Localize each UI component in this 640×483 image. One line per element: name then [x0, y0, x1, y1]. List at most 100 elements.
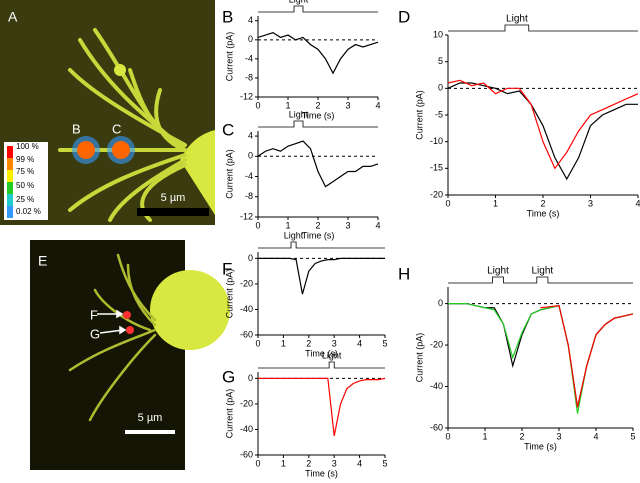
y-tick-label: -4	[245, 171, 253, 181]
panel-label: B	[222, 7, 233, 26]
y-tick-label: 0	[248, 151, 253, 161]
marker-label: C	[112, 121, 121, 136]
x-tick-label: 1	[482, 431, 487, 441]
x-tick-label: 0	[255, 100, 260, 110]
x-tick-label: 5	[630, 431, 635, 441]
x-tick-label: 1	[285, 100, 290, 110]
legend-label: 50 %	[16, 181, 34, 190]
y-tick-label: -40	[430, 381, 443, 391]
marker-label: F	[90, 307, 98, 322]
stimulus-line	[258, 241, 385, 249]
legend-label: 25 %	[16, 195, 34, 204]
panel-label: H	[398, 264, 410, 283]
y-tick-label: -20	[430, 339, 443, 349]
trace	[257, 32, 379, 75]
y-tick-label: 0	[248, 253, 253, 263]
y-tick-label: -8	[245, 72, 253, 82]
panel-label: D	[398, 7, 410, 26]
scale-bar-label: 5 µm	[138, 412, 163, 424]
light-label: Light	[289, 109, 309, 119]
trace	[448, 302, 634, 408]
y-axis-label: Current (pA)	[224, 32, 234, 82]
x-tick-label: 4	[357, 338, 362, 348]
x-tick-label: 3	[588, 198, 593, 208]
light-label: Light	[506, 14, 528, 25]
x-tick-label: 1	[493, 198, 498, 208]
stimulus-line	[448, 24, 638, 32]
x-tick-label: 3	[556, 431, 561, 441]
y-tick-label: -20	[430, 189, 443, 199]
x-tick-label: 2	[315, 220, 320, 230]
x-tick-label: 4	[375, 220, 380, 230]
y-tick-label: -10	[430, 136, 443, 146]
stimulus-line	[448, 276, 633, 284]
legend-label: 100 %	[16, 142, 39, 151]
y-tick-label: -8	[245, 191, 253, 201]
x-axis-label: Time (s)	[305, 468, 338, 478]
x-tick-label: 4	[375, 100, 380, 110]
x-tick-label: 4	[593, 431, 598, 441]
legend-label: 99 %	[16, 155, 34, 164]
x-tick-label: 0	[445, 198, 450, 208]
y-tick-label: -15	[430, 163, 443, 173]
stimulus-line	[258, 120, 378, 128]
y-tick-label: 0	[438, 298, 443, 308]
y-tick-label: 5	[438, 56, 443, 66]
x-tick-label: 2	[540, 198, 545, 208]
image-a	[0, 0, 215, 225]
light-label: Light	[532, 266, 554, 277]
y-tick-label: -60	[240, 329, 253, 339]
x-tick-label: 0	[255, 458, 260, 468]
y-tick-label: -40	[240, 424, 253, 434]
light-label: Light	[284, 230, 304, 240]
x-tick-label: 3	[345, 100, 350, 110]
y-tick-label: 0	[248, 373, 253, 383]
x-tick-label: 2	[306, 458, 311, 468]
x-tick-label: 2	[519, 431, 524, 441]
y-tick-label: -5	[435, 109, 443, 119]
x-tick-label: 2	[315, 100, 320, 110]
x-axis-label: Time (s)	[305, 348, 338, 358]
panel-label: E	[38, 253, 47, 269]
x-tick-label: 0	[255, 338, 260, 348]
panel-label: G	[222, 367, 235, 386]
y-tick-label: -20	[240, 398, 253, 408]
x-tick-label: 1	[281, 458, 286, 468]
x-tick-label: 3	[345, 220, 350, 230]
x-axis-label: Time (s)	[524, 441, 557, 451]
y-axis-label: Current (pA)	[224, 389, 234, 439]
light-label: Light	[322, 350, 342, 360]
trace	[258, 377, 386, 436]
image-e	[30, 240, 230, 470]
y-tick-label: -4	[245, 53, 253, 63]
trace	[258, 257, 385, 295]
y-tick-label: 0	[248, 34, 253, 44]
y-tick-label: -60	[430, 422, 443, 432]
x-tick-label: 3	[332, 458, 337, 468]
y-tick-label: 0	[438, 83, 443, 93]
panel-label: C	[222, 120, 234, 139]
y-axis-label: Current (pA)	[414, 333, 424, 383]
x-tick-label: 2	[306, 338, 311, 348]
x-tick-label: 5	[382, 338, 387, 348]
stimulus-line	[258, 5, 378, 13]
legend-label: 75 %	[16, 167, 34, 176]
x-tick-label: 3	[332, 338, 337, 348]
trace	[257, 140, 379, 188]
marker-label: B	[72, 121, 81, 136]
x-tick-label: 1	[285, 220, 290, 230]
y-tick-label: 4	[248, 15, 253, 25]
y-tick-label: 10	[433, 29, 443, 39]
x-tick-label: 4	[635, 198, 640, 208]
trace	[540, 305, 634, 408]
trace	[447, 79, 639, 170]
trace	[447, 82, 638, 181]
y-tick-label: -60	[240, 449, 253, 459]
x-axis-label: Time (s)	[302, 230, 335, 240]
panel-label: A	[8, 9, 18, 25]
light-label: Light	[289, 0, 309, 4]
y-tick-label: -12	[240, 211, 253, 221]
y-axis-label: Current (pA)	[414, 90, 424, 140]
stimulus-line	[258, 361, 385, 369]
